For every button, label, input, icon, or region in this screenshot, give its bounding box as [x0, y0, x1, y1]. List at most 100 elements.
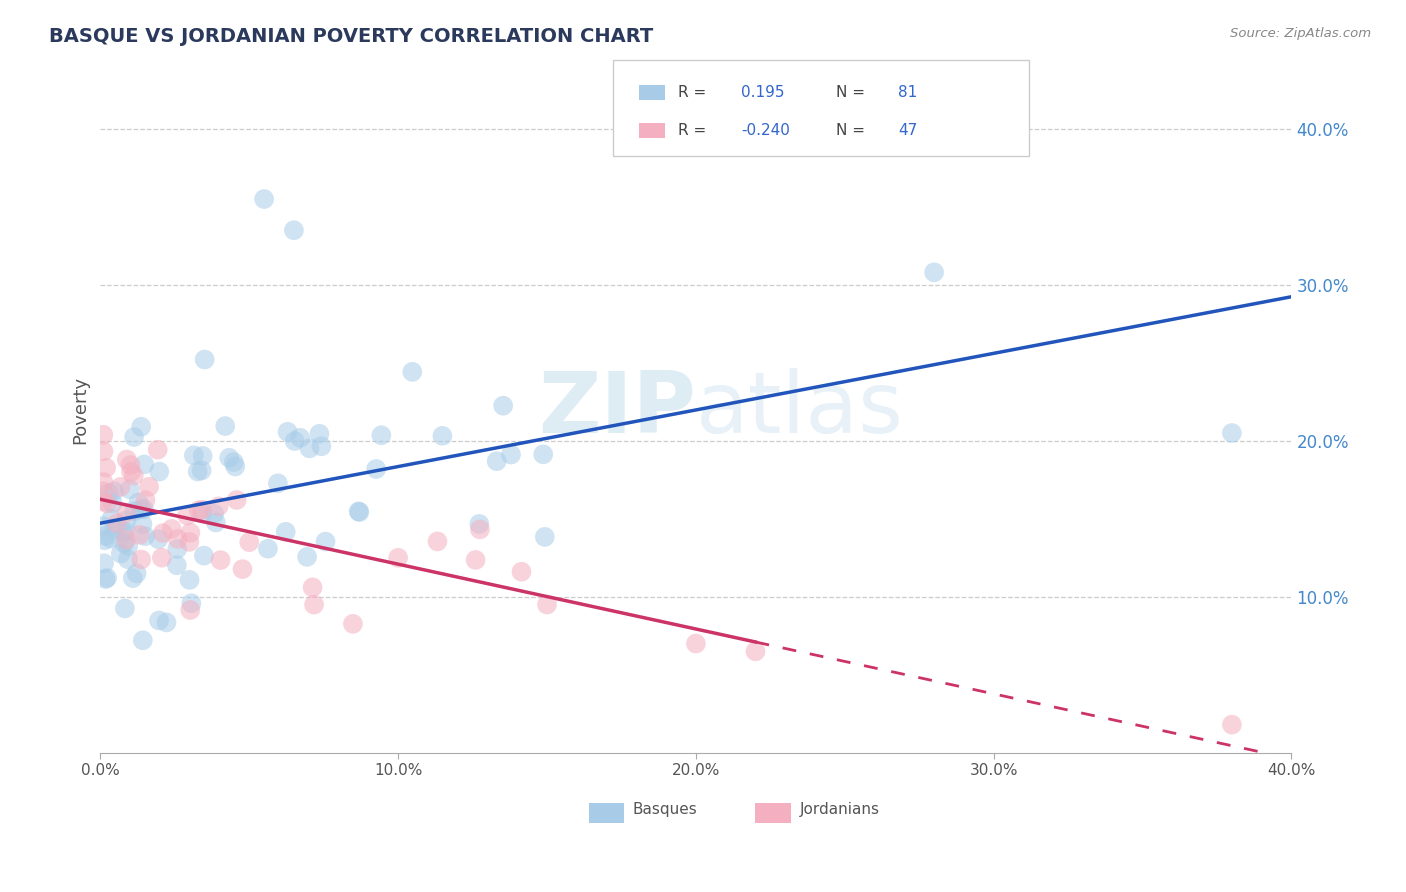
- Point: [100, 532, 122, 546]
- Text: N =: N =: [837, 86, 870, 100]
- Point: [134, 458, 156, 472]
- Point: [194, 352, 217, 367]
- Point: [91, 494, 114, 508]
- Point: [148, 465, 170, 479]
- Point: [295, 549, 318, 564]
- Point: [301, 580, 323, 594]
- Point: [115, 506, 138, 520]
- Point: [148, 532, 170, 546]
- Point: [298, 442, 321, 456]
- Point: [138, 480, 160, 494]
- Point: [190, 463, 212, 477]
- Point: [117, 552, 139, 566]
- Y-axis label: Poverty: Poverty: [72, 376, 89, 443]
- Point: [180, 596, 202, 610]
- Point: [94, 529, 117, 543]
- Point: [132, 502, 155, 516]
- Point: [214, 419, 236, 434]
- Point: [104, 522, 127, 536]
- Point: [132, 633, 155, 648]
- Point: [96, 571, 118, 585]
- Text: -0.240: -0.240: [741, 123, 790, 138]
- Point: [101, 496, 124, 510]
- Point: [128, 528, 150, 542]
- Point: [129, 419, 152, 434]
- Point: [122, 468, 145, 483]
- Point: [160, 522, 183, 536]
- Point: [534, 530, 557, 544]
- Point: [91, 427, 114, 442]
- Point: [468, 516, 491, 531]
- Point: [231, 562, 253, 576]
- Point: [96, 496, 118, 510]
- Point: [468, 522, 491, 536]
- Point: [111, 524, 134, 539]
- Point: [120, 465, 142, 479]
- Point: [222, 455, 245, 469]
- Text: 47: 47: [898, 123, 918, 138]
- Point: [238, 535, 260, 549]
- Point: [114, 601, 136, 615]
- Point: [366, 462, 388, 476]
- Point: [288, 431, 311, 445]
- Point: [152, 526, 174, 541]
- Point: [209, 553, 232, 567]
- Point: [492, 399, 515, 413]
- Point: [218, 450, 240, 465]
- Point: [485, 454, 508, 468]
- Point: [112, 536, 135, 550]
- Text: R =: R =: [678, 123, 711, 138]
- Point: [91, 484, 114, 499]
- Point: [93, 556, 115, 570]
- Point: [283, 223, 305, 237]
- Point: [205, 516, 228, 530]
- Text: R =: R =: [678, 86, 711, 100]
- FancyBboxPatch shape: [638, 123, 665, 138]
- Point: [193, 549, 215, 563]
- Point: [129, 552, 152, 566]
- Point: [117, 539, 139, 553]
- Point: [122, 430, 145, 444]
- Point: [127, 495, 149, 509]
- Point: [191, 449, 214, 463]
- Point: [179, 535, 201, 549]
- Point: [277, 425, 299, 439]
- Point: [432, 429, 454, 443]
- Point: [120, 458, 142, 472]
- Point: [224, 459, 246, 474]
- Point: [302, 598, 325, 612]
- Point: [179, 573, 201, 587]
- Point: [94, 572, 117, 586]
- Point: [131, 516, 153, 531]
- Text: Source: ZipAtlas.com: Source: ZipAtlas.com: [1230, 27, 1371, 40]
- Point: [103, 484, 125, 499]
- Point: [115, 452, 138, 467]
- Point: [349, 505, 371, 519]
- Point: [464, 553, 486, 567]
- Point: [125, 566, 148, 581]
- Point: [744, 644, 766, 658]
- Point: [121, 571, 143, 585]
- Point: [96, 460, 118, 475]
- Point: [134, 529, 156, 543]
- Point: [207, 500, 229, 514]
- Point: [179, 525, 201, 540]
- Point: [387, 550, 409, 565]
- Point: [308, 426, 330, 441]
- Point: [100, 511, 122, 525]
- Point: [110, 547, 132, 561]
- Point: [510, 565, 533, 579]
- Point: [401, 365, 423, 379]
- FancyBboxPatch shape: [589, 803, 624, 823]
- Point: [166, 558, 188, 573]
- FancyBboxPatch shape: [755, 803, 792, 823]
- Point: [499, 448, 522, 462]
- Text: Basques: Basques: [633, 802, 697, 817]
- Point: [225, 493, 247, 508]
- Text: Jordanians: Jordanians: [800, 802, 880, 817]
- Point: [1220, 717, 1243, 731]
- Point: [115, 533, 138, 547]
- Point: [426, 534, 449, 549]
- Text: N =: N =: [837, 123, 870, 138]
- Point: [150, 550, 173, 565]
